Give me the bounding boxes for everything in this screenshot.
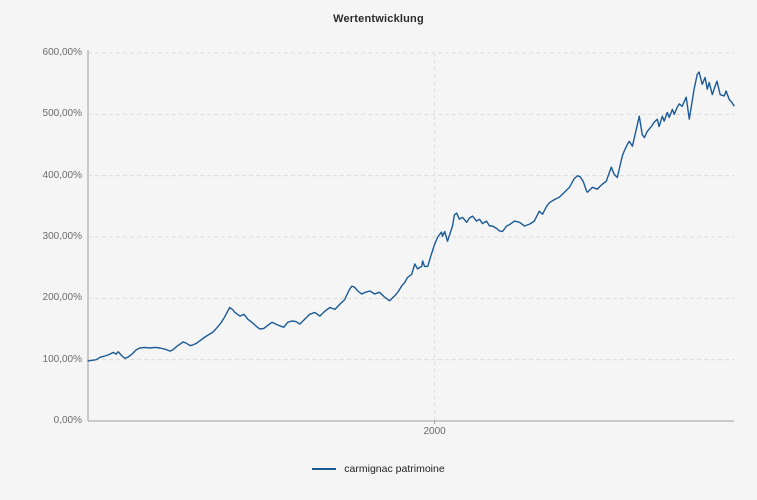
y-tick-label: 300,00% [42, 231, 82, 242]
y-tick-label: 200,00% [42, 292, 82, 304]
chart-title: Wertentwicklung [333, 13, 424, 25]
legend-series-label: carmignac patrimoine [344, 463, 445, 475]
legend: carmignac patrimoine [0, 463, 757, 475]
legend-line-swatch [312, 468, 337, 470]
y-tick-label: 100,00% [42, 353, 82, 365]
y-tick-label: 600,00% [42, 47, 82, 58]
y-tick-label: 400,00% [42, 169, 82, 181]
x-tick-label: 2000 [423, 426, 446, 437]
series-line-carmignac-patrimoine [87, 71, 735, 362]
y-tick-label: 500,00% [42, 108, 82, 120]
y-tick-label: 0,00% [53, 415, 82, 426]
